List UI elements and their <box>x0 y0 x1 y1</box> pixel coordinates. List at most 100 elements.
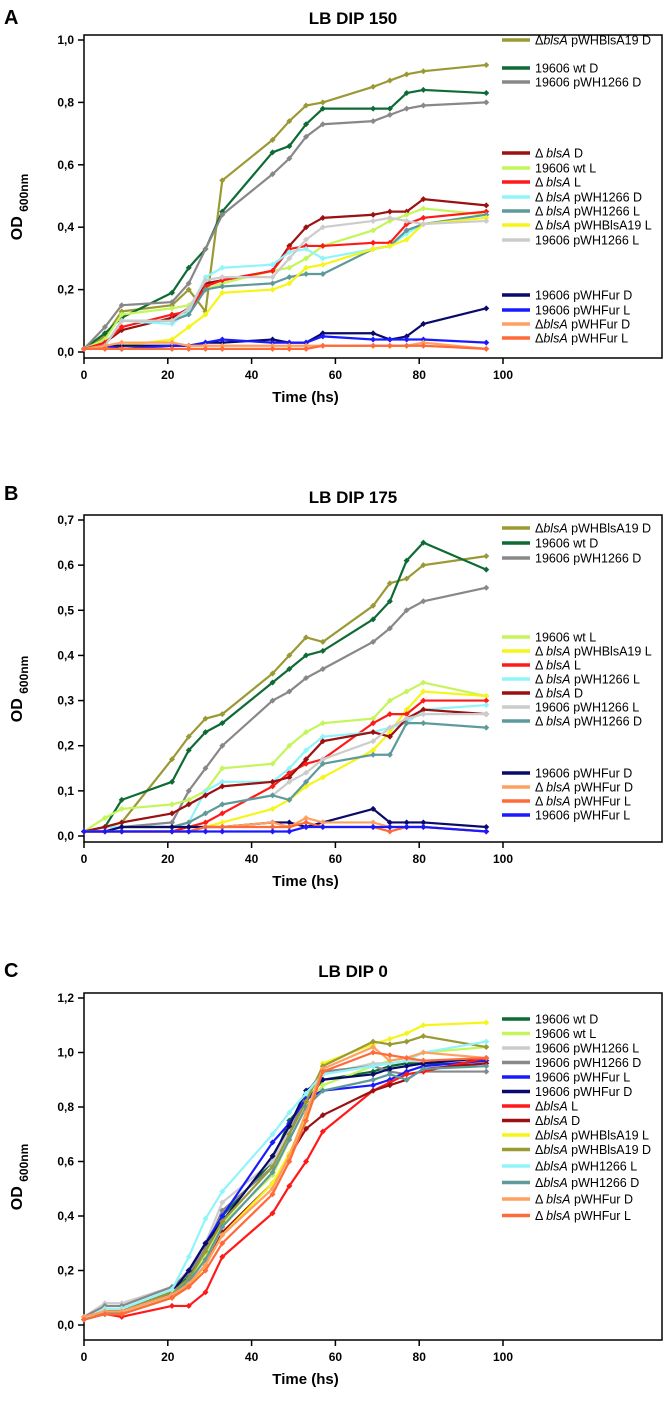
data-point <box>202 1267 209 1274</box>
data-point <box>219 810 226 817</box>
data-point <box>386 1035 393 1042</box>
legend-label: 19606 pWHFur L <box>535 809 630 823</box>
series-line <box>83 307 487 350</box>
data-point <box>219 211 226 218</box>
data-point <box>303 634 310 641</box>
data-point <box>483 202 490 209</box>
data-point <box>319 1112 326 1119</box>
plot-frame <box>83 514 663 843</box>
data-point <box>269 1153 276 1160</box>
legend-label: ΔblsA pWHBlsA19 D <box>535 1143 651 1157</box>
data-point <box>286 819 293 826</box>
series-line <box>83 210 487 350</box>
data-point <box>319 255 326 262</box>
legend-label: 19606 wt L <box>535 631 596 645</box>
legend-label: Δ blsA pWH1266 L <box>535 205 640 219</box>
data-point <box>370 246 377 253</box>
legend-entry: ΔblsA pWH1266 L <box>502 1160 637 1174</box>
series-12 <box>81 1044 490 1320</box>
data-point <box>269 274 276 281</box>
data-point <box>202 311 209 318</box>
y-tick-label: 1,0 <box>57 1046 74 1060</box>
series-line <box>83 213 487 350</box>
data-point <box>420 1022 427 1029</box>
data-point <box>370 342 377 349</box>
data-point <box>370 336 377 343</box>
data-point <box>403 342 410 349</box>
series-line <box>83 1059 487 1318</box>
series-7 <box>81 211 490 352</box>
data-point <box>269 819 276 826</box>
data-point <box>269 280 276 287</box>
y-tick-label: 0,8 <box>57 1100 74 1114</box>
y-tick-label: 1,0 <box>57 33 74 47</box>
data-point <box>386 77 393 84</box>
data-point <box>185 1253 192 1260</box>
data-point <box>185 828 192 835</box>
data-point <box>202 729 209 736</box>
data-point <box>420 706 427 713</box>
data-point <box>286 823 293 830</box>
data-point <box>202 342 209 349</box>
data-point <box>219 342 226 349</box>
data-point <box>185 819 192 826</box>
x-tick-label: 80 <box>413 1350 427 1364</box>
data-point <box>319 756 326 763</box>
data-point <box>101 324 108 331</box>
data-point <box>219 778 226 785</box>
data-point <box>370 227 377 234</box>
data-point <box>386 1065 393 1072</box>
data-point <box>185 733 192 740</box>
data-point <box>286 345 293 352</box>
y-tick-label: 0,2 <box>57 1264 74 1278</box>
series-line <box>83 1040 487 1321</box>
data-point <box>269 792 276 799</box>
data-point <box>420 214 427 221</box>
series-13 <box>81 342 490 352</box>
series-line <box>84 825 487 833</box>
x-axis-label: Time (hs) <box>272 873 338 890</box>
data-point <box>386 598 393 605</box>
plot-frame <box>83 992 663 1341</box>
data-point <box>303 242 310 249</box>
y-tick-label: 0,4 <box>57 1209 74 1223</box>
data-point <box>185 1302 192 1309</box>
data-point <box>370 1082 377 1089</box>
data-point <box>286 155 293 162</box>
data-point <box>370 819 377 826</box>
data-point <box>286 796 293 803</box>
x-tick-label: 0 <box>81 1350 88 1364</box>
data-point <box>219 289 226 296</box>
data-point <box>269 267 276 274</box>
data-point <box>118 796 125 803</box>
data-point <box>202 715 209 722</box>
series-line <box>83 335 487 350</box>
data-point <box>303 819 310 826</box>
legend-label: Δ blsA pWHFur D <box>535 781 633 795</box>
legend-label: ΔblsA D <box>535 1114 580 1128</box>
data-point <box>420 342 427 349</box>
plot-frame <box>83 34 663 359</box>
data-point <box>483 1019 490 1026</box>
legend-label: ΔblsA pWHBlsA19 L <box>535 1129 649 1143</box>
data-point <box>370 83 377 90</box>
data-point <box>420 221 427 228</box>
data-point <box>370 217 377 224</box>
data-point <box>202 274 209 281</box>
data-point <box>202 1240 209 1247</box>
data-point <box>386 580 393 587</box>
data-point <box>185 342 192 349</box>
series-line <box>83 1059 487 1321</box>
data-point <box>483 584 490 591</box>
data-point <box>219 1223 226 1230</box>
data-point <box>185 324 192 331</box>
data-point <box>420 562 427 569</box>
x-tick-label: 20 <box>161 1350 175 1364</box>
chart-title: LB DIP 175 <box>309 488 398 507</box>
data-point <box>168 317 175 324</box>
series-4 <box>81 1057 490 1323</box>
data-point <box>319 638 326 645</box>
series-6 <box>81 702 490 835</box>
data-point <box>269 339 276 346</box>
y-tick-label: 0,6 <box>57 158 74 172</box>
